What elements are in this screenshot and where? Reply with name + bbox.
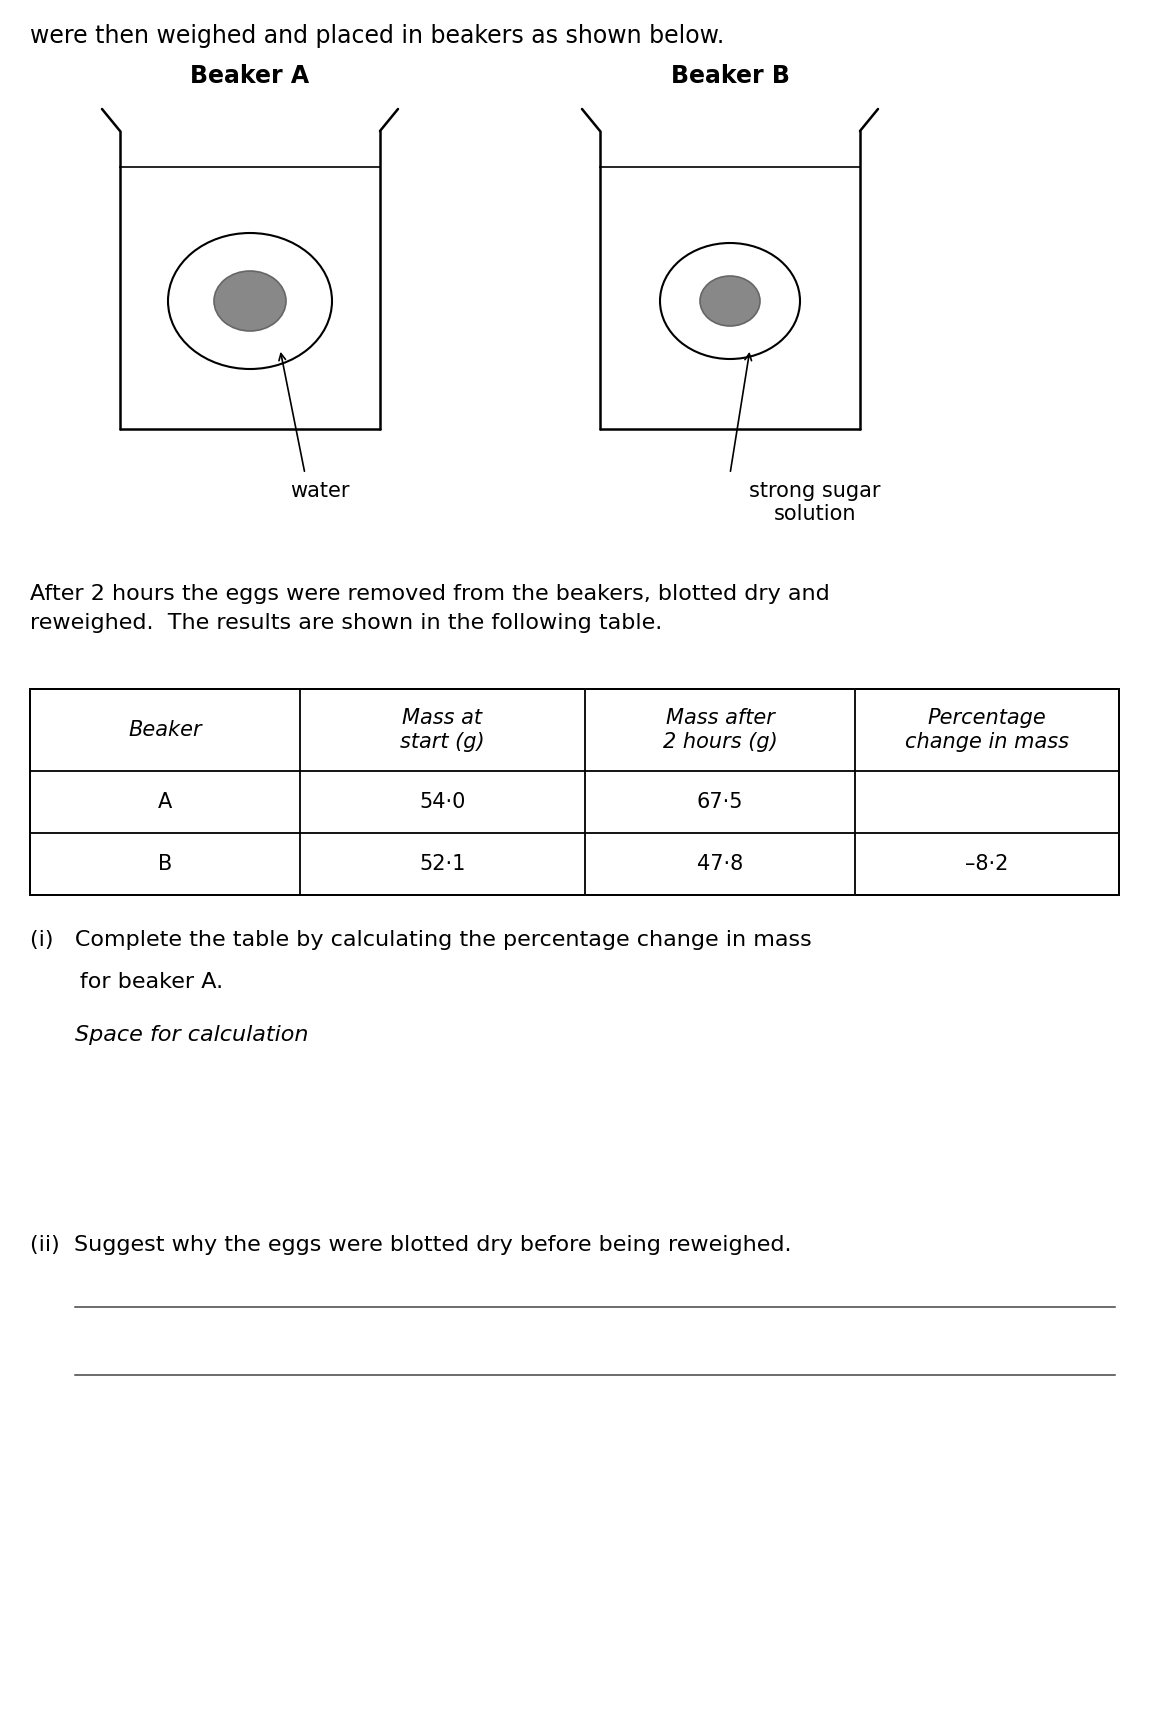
Ellipse shape — [700, 275, 759, 326]
Text: for beaker A.: for beaker A. — [30, 972, 223, 991]
Text: Mass at
start (g): Mass at start (g) — [400, 708, 485, 752]
Bar — [30, 689, 1119, 896]
Text: 67·5: 67·5 — [696, 791, 743, 812]
Text: water: water — [291, 480, 349, 501]
Text: 52·1: 52·1 — [419, 854, 465, 873]
Text: Beaker A: Beaker A — [191, 63, 309, 87]
Text: (ii)  Suggest why the eggs were blotted dry before being reweighed.: (ii) Suggest why the eggs were blotted d… — [30, 1236, 792, 1254]
Text: were then weighed and placed in beakers as shown below.: were then weighed and placed in beakers … — [30, 24, 724, 48]
Text: 47·8: 47·8 — [697, 854, 743, 873]
Text: A: A — [157, 791, 172, 812]
Text: Space for calculation: Space for calculation — [75, 1025, 308, 1044]
Text: After 2 hours the eggs were removed from the beakers, blotted dry and
reweighed.: After 2 hours the eggs were removed from… — [30, 584, 830, 632]
Ellipse shape — [214, 272, 286, 332]
Text: Beaker B: Beaker B — [671, 63, 789, 87]
Text: B: B — [157, 854, 172, 873]
Text: –8·2: –8·2 — [965, 854, 1009, 873]
Ellipse shape — [168, 232, 332, 369]
Ellipse shape — [660, 243, 800, 359]
Text: Beaker: Beaker — [129, 719, 202, 740]
Text: 54·0: 54·0 — [419, 791, 465, 812]
Text: Mass after
2 hours (g): Mass after 2 hours (g) — [663, 708, 778, 752]
Text: Percentage
change in mass: Percentage change in mass — [905, 708, 1069, 752]
Text: strong sugar
solution: strong sugar solution — [749, 480, 881, 525]
Text: (i)   Complete the table by calculating the percentage change in mass: (i) Complete the table by calculating th… — [30, 930, 811, 950]
